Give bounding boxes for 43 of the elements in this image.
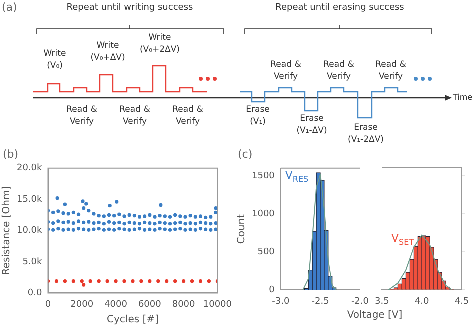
x-tick-label: -2.0 xyxy=(351,296,370,307)
x-tick-label: 2000 xyxy=(70,300,94,310)
x-tick-label: 4000 xyxy=(104,300,128,310)
x-tick-label: 4.5 xyxy=(454,296,470,307)
text: Write (V₀+2ΔV) xyxy=(140,33,180,55)
text: (a) xyxy=(2,1,18,14)
y-axis-title: Count xyxy=(236,214,248,244)
text: Read & Verify xyxy=(172,105,204,127)
text: Read & Verify xyxy=(324,60,354,82)
text: Erase (V₁-2ΔV) xyxy=(348,123,384,145)
y-tick-label: 0.0 xyxy=(28,288,43,299)
x-tick-label: 8000 xyxy=(172,300,196,310)
y-tick-label: 0 xyxy=(269,286,276,296)
y-tick-label: 20.0k xyxy=(16,164,44,174)
text: Erase (V₁) xyxy=(246,105,270,127)
text: Repeat until writing success xyxy=(66,2,194,14)
x-axis-title: Voltage [V] xyxy=(346,310,404,321)
text: Write (V₀+ΔV) xyxy=(90,41,126,63)
x-tick-label: 4.0 xyxy=(414,296,430,307)
y-tick-label: 15.0k xyxy=(16,194,44,205)
text: Erase (V₁-ΔV) xyxy=(296,114,328,136)
text: Write (V₀) xyxy=(44,49,66,71)
text: Time xyxy=(453,93,473,102)
text: Repeat until erasing success xyxy=(274,2,406,14)
y-axis-title: Resistance [Ohm] xyxy=(2,186,13,276)
y-tick-label: 500 xyxy=(258,247,276,258)
y-tick-label: 1500 xyxy=(252,171,276,182)
text: Read & Verify xyxy=(270,60,302,82)
x-axis-title: Cycles [#] xyxy=(107,314,160,326)
x-tick-label: -2.5 xyxy=(312,296,330,307)
y-tick-label: 1000 xyxy=(252,209,276,220)
x-tick-label: 0 xyxy=(45,300,52,310)
text: Read & Verify xyxy=(376,60,406,82)
x-tick-label: 3.5 xyxy=(374,296,390,307)
chart-title: (b) xyxy=(3,148,19,161)
text: Read & Verify xyxy=(120,105,150,127)
y-tick-label: 5.0k xyxy=(22,257,44,268)
x-tick-label: 10000 xyxy=(203,300,232,310)
x-tick-label: -3.0 xyxy=(272,296,290,307)
text: Read & Verify xyxy=(66,105,98,127)
x-tick-label: 6000 xyxy=(138,300,162,310)
y-tick-label: 10.0k xyxy=(16,226,44,236)
chart-title: (c) xyxy=(238,148,253,161)
